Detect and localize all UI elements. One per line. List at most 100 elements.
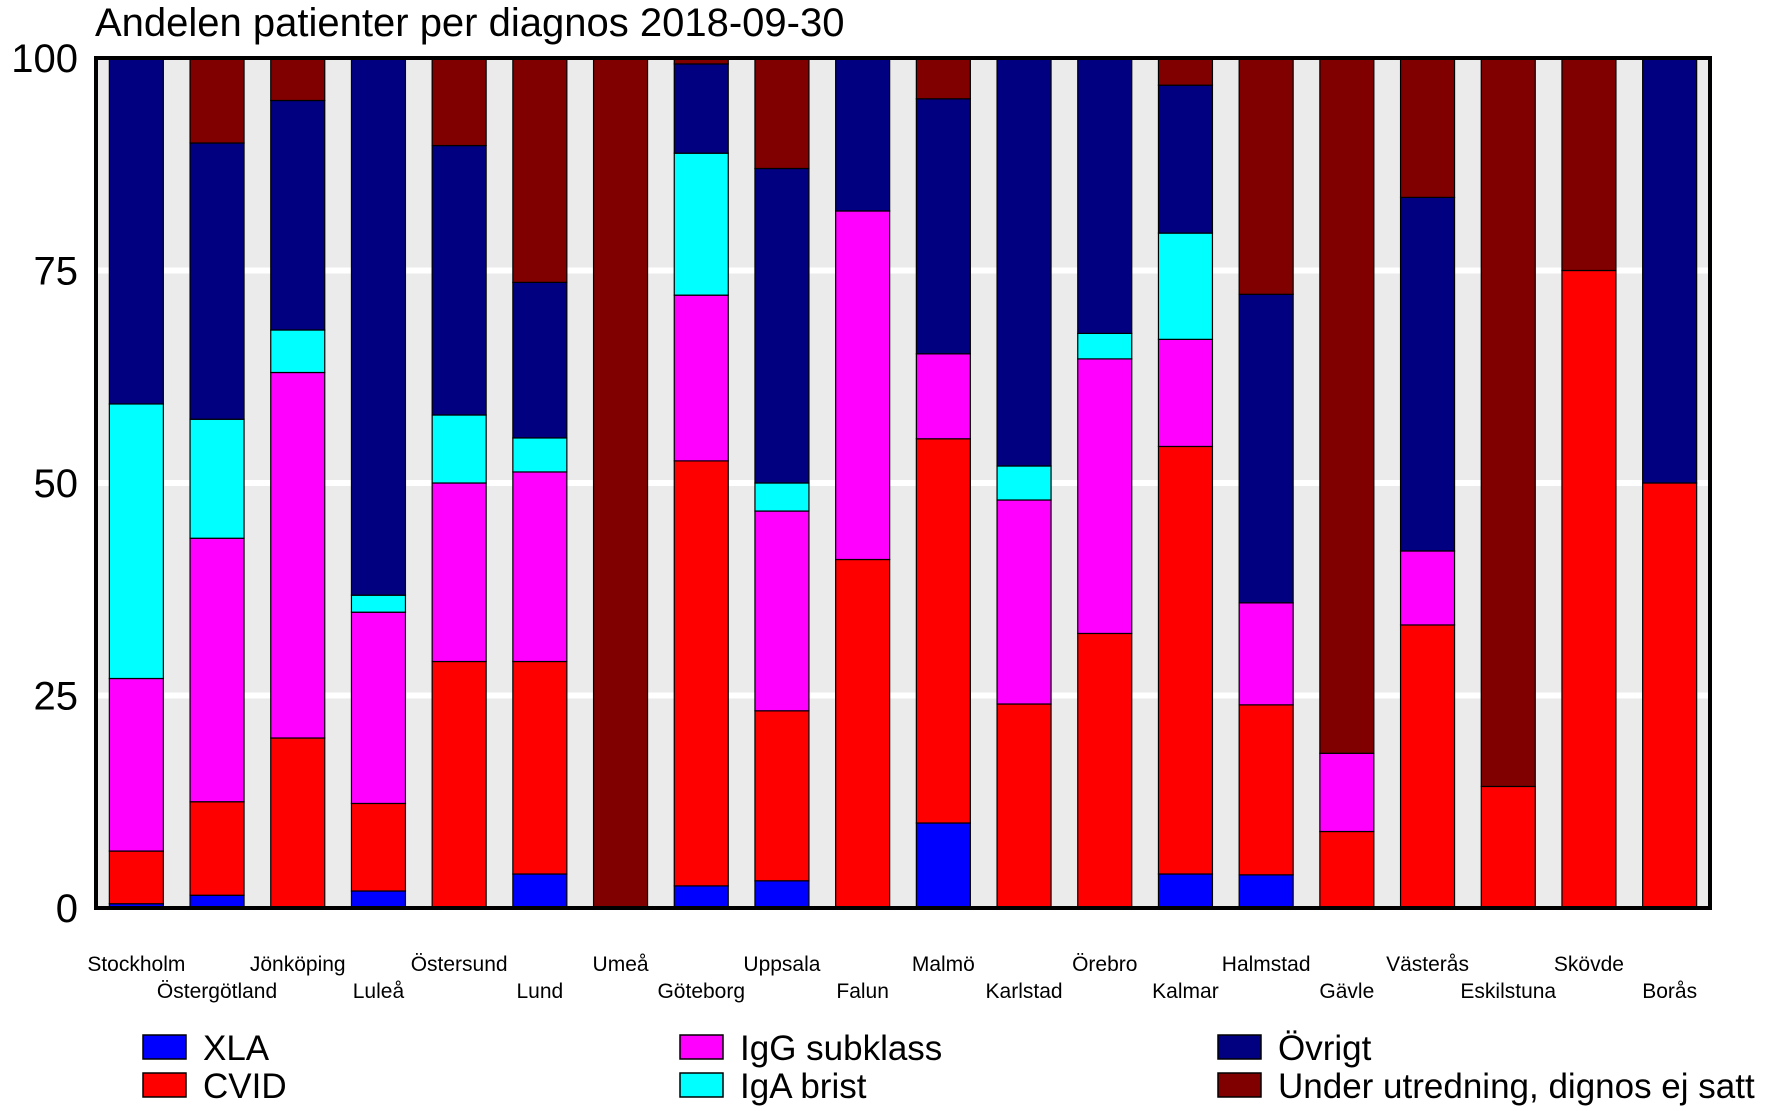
bar-segment-14-2 <box>1238 602 1294 706</box>
bar-segment-13-0 <box>1157 873 1214 909</box>
bar-segment-16-2 <box>1399 550 1456 626</box>
bar-segment-1-4 <box>189 142 245 420</box>
bar-segment-7-1 <box>673 460 729 887</box>
x-tick-label-1: Östergötland <box>157 980 277 1003</box>
bar-segment-4-2 <box>431 482 487 663</box>
bar-segment-12-2 <box>1077 358 1133 635</box>
bar-segment-5-4 <box>512 281 568 439</box>
bar-segment-16-4 <box>1399 196 1456 552</box>
legend-swatch-2 <box>679 1034 724 1060</box>
bar-segment-18-5 <box>1561 57 1617 272</box>
legend-label-3: IgA brist <box>740 1067 867 1106</box>
x-tick-label-15: Gävle <box>1319 980 1374 1003</box>
bar-segment-7-4 <box>673 63 729 154</box>
y-tick-label-0: 0 <box>56 887 78 931</box>
y-axis-ticks: 0 25 50 75 100 <box>11 37 78 931</box>
bar-segment-7-3 <box>673 152 729 296</box>
bar-segment-17-5 <box>1480 57 1536 788</box>
bar-segment-5-1 <box>512 660 568 875</box>
x-tick-label-11: Karlstad <box>986 980 1063 1003</box>
bar-segment-10-5 <box>915 57 971 100</box>
bar-segment-11-2 <box>996 499 1052 705</box>
bar-segment-4-1 <box>431 660 487 909</box>
x-axis-ticks: Stockholm Östergötland Jönköping Luleå Öster… <box>87 953 1697 1003</box>
bar-segment-15-1 <box>1319 830 1375 909</box>
legend-item-0: XLA <box>142 1029 270 1068</box>
bar-segment-8-4 <box>754 167 810 484</box>
legend-item-4: Övrigt <box>1217 1029 1372 1068</box>
bar-segment-3-4 <box>350 57 407 596</box>
x-tick-label-7: Göteborg <box>657 980 745 1003</box>
legend-label-5: Under utredning, dignos ej satt <box>1278 1067 1755 1106</box>
legend-label-4: Övrigt <box>1278 1029 1372 1068</box>
x-tick-label-2: Jönköping <box>250 953 346 976</box>
bar-stack-0 <box>108 57 164 909</box>
bar-segment-9-2 <box>835 210 891 561</box>
bar-segment-15-2 <box>1319 752 1375 833</box>
bar-segment-0-2 <box>108 677 164 852</box>
bar-segment-5-3 <box>512 437 568 473</box>
bar-segment-1-5 <box>189 57 245 144</box>
x-tick-label-0: Stockholm <box>87 953 185 976</box>
bar-stack-13 <box>1157 57 1214 909</box>
bar-stack-16 <box>1399 57 1456 909</box>
legend-item-3: IgA brist <box>679 1067 867 1106</box>
bar-segment-8-5 <box>754 57 810 170</box>
chart-title: Andelen patienter per diagnos 2018-09-30 <box>95 1 844 45</box>
x-tick-label-19: Borås <box>1642 980 1697 1003</box>
bar-segment-1-2 <box>189 537 245 803</box>
bar-segment-0-4 <box>108 57 164 405</box>
bar-segment-9-1 <box>835 558 891 909</box>
bar-segment-8-3 <box>754 482 810 512</box>
y-tick-label-2: 50 <box>34 462 79 506</box>
bar-segment-5-2 <box>512 471 568 663</box>
bar-segment-14-0 <box>1238 874 1294 909</box>
x-tick-label-6: Umeå <box>593 953 649 976</box>
x-tick-label-8: Uppsala <box>743 953 820 976</box>
bar-segment-10-1 <box>915 438 971 824</box>
bar-segment-2-4 <box>270 99 326 331</box>
bar-stack-1 <box>189 57 245 909</box>
bar-segment-3-3 <box>350 594 407 613</box>
bar-segment-16-5 <box>1399 57 1456 198</box>
x-tick-label-12: Örebro <box>1072 953 1137 976</box>
x-tick-label-4: Östersund <box>411 953 508 976</box>
bar-segment-11-3 <box>996 465 1052 501</box>
bar-segment-19-4 <box>1642 57 1698 484</box>
bar-segment-2-3 <box>270 329 326 374</box>
bar-stack-6 <box>592 57 649 909</box>
bar-segment-15-5 <box>1319 57 1375 754</box>
bar-segment-3-0 <box>350 890 407 909</box>
bar-stack-19 <box>1642 57 1698 909</box>
bar-segment-10-4 <box>915 98 971 355</box>
bar-segment-4-3 <box>431 414 487 484</box>
bar-stack-11 <box>996 57 1052 909</box>
bar-segment-7-2 <box>673 294 729 462</box>
bar-segment-2-5 <box>270 57 326 102</box>
bar-segment-11-1 <box>996 703 1052 909</box>
bar-stack-8 <box>754 57 810 909</box>
bar-stack-5 <box>512 57 568 909</box>
bar-segment-17-1 <box>1480 785 1536 909</box>
bar-segment-1-1 <box>189 801 245 896</box>
bar-stack-15 <box>1319 57 1375 909</box>
bar-segment-5-0 <box>512 873 568 909</box>
bar-segment-19-1 <box>1642 482 1698 909</box>
bar-segment-13-5 <box>1157 57 1214 86</box>
x-tick-label-14: Halmstad <box>1222 953 1311 976</box>
bar-stack-4 <box>431 57 487 909</box>
bar-stack-3 <box>350 57 407 909</box>
plot-frame <box>94 56 1712 910</box>
legend-swatch-5 <box>1217 1072 1262 1098</box>
legend-label-2: IgG subklass <box>740 1029 942 1068</box>
bar-segment-14-1 <box>1238 704 1294 876</box>
bar-segment-3-1 <box>350 802 407 892</box>
legend-swatch-0 <box>142 1034 187 1060</box>
bar-stack-17 <box>1480 57 1536 909</box>
bar-segment-0-3 <box>108 403 164 680</box>
legend-item-2: IgG subklass <box>679 1029 942 1068</box>
y-tick-label-4: 100 <box>11 37 78 81</box>
bar-segment-8-2 <box>754 510 810 712</box>
y-tick-label-1: 25 <box>34 675 79 719</box>
